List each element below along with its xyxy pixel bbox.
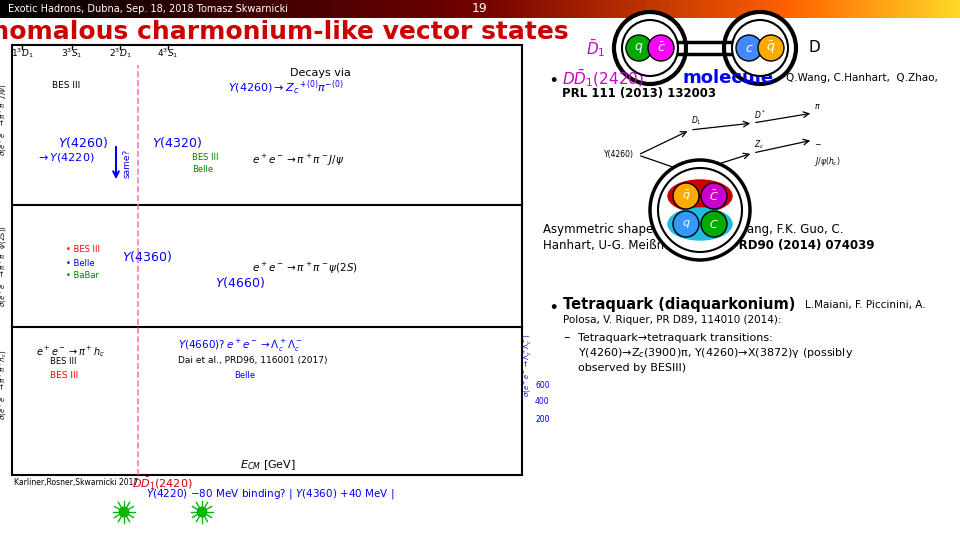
Circle shape <box>622 20 678 76</box>
Text: $2^3D_1$: $2^3D_1$ <box>108 46 132 60</box>
Text: $Y(4260) \to Z_c\,^{+(0)}\pi^{-(0)}$: $Y(4260) \to Z_c\,^{+(0)}\pi^{-(0)}$ <box>228 79 344 97</box>
Text: $Y(4660)?\,e^+e^- \to \Lambda_c^+\Lambda_c^-$: $Y(4660)?\,e^+e^- \to \Lambda_c^+\Lambda… <box>178 338 303 354</box>
Text: Anomalous charmonium-like vector states: Anomalous charmonium-like vector states <box>0 20 568 44</box>
Text: $\to Y(4220)$: $\to Y(4220)$ <box>36 152 94 165</box>
Text: molecule: molecule <box>682 69 773 87</box>
Text: $\pi$: $\pi$ <box>814 102 821 111</box>
Text: • BaBar: • BaBar <box>66 272 99 280</box>
Circle shape <box>701 211 727 237</box>
Text: 19: 19 <box>472 3 488 16</box>
Text: Hanhart, U-G. Meißner, Q. Zhao,: Hanhart, U-G. Meißner, Q. Zhao, <box>543 239 738 252</box>
Text: $D^*$: $D^*$ <box>754 109 766 121</box>
Circle shape <box>626 35 652 61</box>
Circle shape <box>673 211 699 237</box>
Text: $D\bar{D}_1(2420)$: $D\bar{D}_1(2420)$ <box>132 475 192 491</box>
Text: $-$: $-$ <box>814 138 822 147</box>
Text: L.Maiani, F. Piccinini, A.: L.Maiani, F. Piccinini, A. <box>805 300 925 310</box>
Text: $e^+e^- \to \pi^+\pi^- J/\psi$: $e^+e^- \to \pi^+\pi^- J/\psi$ <box>252 152 345 167</box>
Bar <box>12 45 522 475</box>
Text: $\sigma(e^+e^-\to\pi^+\pi^+h_c)$: $\sigma(e^+e^-\to\pi^+\pi^+h_c)$ <box>0 350 9 420</box>
Text: $\bullet$: $\bullet$ <box>548 296 558 314</box>
Text: BES III: BES III <box>52 80 81 90</box>
Text: Polosa, V. Riquer, PR D89, 114010 (2014):: Polosa, V. Riquer, PR D89, 114010 (2014)… <box>563 315 781 325</box>
Text: $D\bar{D}_1(2420)$: $D\bar{D}_1(2420)$ <box>562 68 644 89</box>
Text: Y(4260)→Z$_c$(3900)π, Y(4260)→X(3872)γ (possibly: Y(4260)→Z$_c$(3900)π, Y(4260)→X(3872)γ (… <box>578 346 853 360</box>
Text: 600: 600 <box>535 381 550 389</box>
Text: BES III: BES III <box>192 153 219 163</box>
Text: $Y(4360)$: $Y(4360)$ <box>122 248 172 264</box>
Text: $1^3D_1$: $1^3D_1$ <box>11 46 34 60</box>
Text: $D$: $D$ <box>691 175 699 186</box>
Text: $\bar{D}_1$: $\bar{D}_1$ <box>587 37 606 59</box>
Text: $Y(4660)$: $Y(4660)$ <box>215 274 265 289</box>
Text: Belle: Belle <box>192 165 213 173</box>
Circle shape <box>701 183 727 209</box>
Text: $q$: $q$ <box>635 41 644 55</box>
Text: $e^+e^- \to \pi^+\pi^-\psi(2S)$: $e^+e^- \to \pi^+\pi^-\psi(2S)$ <box>252 260 358 275</box>
Text: BES III: BES III <box>50 357 77 367</box>
Text: $4^3S_1$: $4^3S_1$ <box>157 46 179 60</box>
Circle shape <box>673 183 699 209</box>
Text: $\bar{C}$: $\bar{C}$ <box>709 189 719 203</box>
Text: • BES III: • BES III <box>66 246 100 254</box>
Circle shape <box>758 35 784 61</box>
Text: $Y(4320)$: $Y(4320)$ <box>152 134 203 150</box>
Text: same?: same? <box>123 148 132 178</box>
Circle shape <box>648 35 674 61</box>
Circle shape <box>119 507 129 517</box>
Text: $\sigma(e^+e^-\to\Lambda_c^+\Lambda_c^-)$: $\sigma(e^+e^-\to\Lambda_c^+\Lambda_c^-)… <box>522 333 534 397</box>
Text: Q.Wang, C.Hanhart,  Q.Zhao,: Q.Wang, C.Hanhart, Q.Zhao, <box>786 73 938 83</box>
Ellipse shape <box>668 180 732 212</box>
Text: –: – <box>563 332 569 345</box>
Text: PRL 111 (2013) 132003: PRL 111 (2013) 132003 <box>562 87 716 100</box>
Text: $\bar{c}$: $\bar{c}$ <box>657 41 665 55</box>
Text: $c$: $c$ <box>745 42 754 55</box>
Circle shape <box>650 160 750 260</box>
Text: Y(4260): Y(4260) <box>604 151 634 159</box>
Text: $J/\psi(h_c)$: $J/\psi(h_c)$ <box>814 155 840 168</box>
Text: Exotic Hadrons, Dubna, Sep. 18, 2018 Tomasz Skwarnicki: Exotic Hadrons, Dubna, Sep. 18, 2018 Tom… <box>8 4 288 14</box>
Text: $3^3S_1$: $3^3S_1$ <box>61 46 83 60</box>
Text: Tetraquark→tetraquark transitions:: Tetraquark→tetraquark transitions: <box>578 333 773 343</box>
Text: • Belle: • Belle <box>66 259 95 267</box>
Circle shape <box>724 12 796 84</box>
Text: BES III: BES III <box>50 370 79 380</box>
Text: observed by BESIII): observed by BESIII) <box>578 363 686 373</box>
Circle shape <box>732 20 788 76</box>
Text: D: D <box>808 40 820 56</box>
Text: PRD90 (2014) 074039: PRD90 (2014) 074039 <box>730 239 875 252</box>
Circle shape <box>197 507 207 517</box>
Text: $\sigma(e^+e^-\to\pi^+\pi^-\psi(2S))$: $\sigma(e^+e^-\to\pi^+\pi^-\psi(2S))$ <box>0 225 9 307</box>
Text: $e^+e^- \to \pi^+ h_c$: $e^+e^- \to \pi^+ h_c$ <box>36 345 106 360</box>
Text: Asymmetric shape: M.Cleven, Q.Wang, F.K. Guo, C.: Asymmetric shape: M.Cleven, Q.Wang, F.K.… <box>543 224 844 237</box>
Text: $\bullet$: $\bullet$ <box>548 69 558 87</box>
Text: $D_1$: $D_1$ <box>691 114 702 127</box>
Text: Belle: Belle <box>234 370 255 380</box>
Text: Dai et al., PRD96, 116001 (2017): Dai et al., PRD96, 116001 (2017) <box>178 355 327 364</box>
Text: $q$: $q$ <box>682 218 690 230</box>
Circle shape <box>658 168 742 252</box>
Text: 200: 200 <box>535 415 549 424</box>
Text: $Y(4220)$ $-80$ MeV binding? $|$ $Y(4360)$ $+40$ MeV $|$: $Y(4220)$ $-80$ MeV binding? $|$ $Y(4360… <box>146 487 395 501</box>
Circle shape <box>736 35 762 61</box>
Ellipse shape <box>668 208 732 240</box>
Circle shape <box>614 12 686 84</box>
Text: $C$: $C$ <box>709 218 719 230</box>
Text: $E_{CM}$ [GeV]: $E_{CM}$ [GeV] <box>240 458 296 472</box>
Text: Karliner,Rosner,Skwarnicki 2017: Karliner,Rosner,Skwarnicki 2017 <box>14 478 138 488</box>
Text: $Z_c$: $Z_c$ <box>754 138 764 151</box>
Text: Decays via: Decays via <box>290 68 350 78</box>
Text: $Y(4260)$: $Y(4260)$ <box>58 134 108 150</box>
Text: $\bar{q}$: $\bar{q}$ <box>682 189 690 203</box>
Text: Tetraquark (diaquarkonium): Tetraquark (diaquarkonium) <box>563 298 796 313</box>
Text: $\bar{q}$: $\bar{q}$ <box>766 40 776 56</box>
Text: $\sigma(e^+e^-\to\pi^+\pi^-J/\psi)$: $\sigma(e^+e^-\to\pi^+\pi^-J/\psi)$ <box>0 84 9 156</box>
Text: 400: 400 <box>535 397 550 407</box>
